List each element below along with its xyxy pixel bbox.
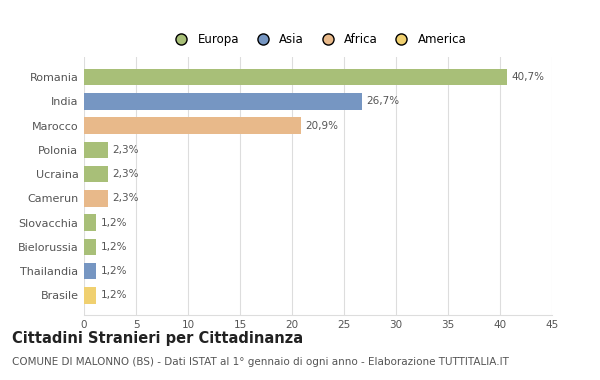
Text: 20,9%: 20,9% <box>305 120 338 131</box>
Text: 1,2%: 1,2% <box>101 218 127 228</box>
Text: Cittadini Stranieri per Cittadinanza: Cittadini Stranieri per Cittadinanza <box>12 331 303 345</box>
Text: 2,3%: 2,3% <box>112 145 139 155</box>
Text: 1,2%: 1,2% <box>101 242 127 252</box>
Bar <box>84 69 507 85</box>
Bar <box>84 117 301 134</box>
Bar <box>84 263 97 279</box>
Text: 1,2%: 1,2% <box>101 290 127 301</box>
Bar <box>84 93 362 109</box>
Bar <box>84 239 97 255</box>
Bar <box>84 166 108 182</box>
Bar <box>84 190 108 207</box>
Text: 26,7%: 26,7% <box>366 96 399 106</box>
Bar <box>84 287 97 304</box>
Text: COMUNE DI MALONNO (BS) - Dati ISTAT al 1° gennaio di ogni anno - Elaborazione TU: COMUNE DI MALONNO (BS) - Dati ISTAT al 1… <box>12 357 509 367</box>
Bar <box>84 141 108 158</box>
Bar <box>84 214 97 231</box>
Legend: Europa, Asia, Africa, America: Europa, Asia, Africa, America <box>169 33 467 46</box>
Text: 2,3%: 2,3% <box>112 193 139 203</box>
Text: 2,3%: 2,3% <box>112 169 139 179</box>
Text: 40,7%: 40,7% <box>511 72 544 82</box>
Text: 1,2%: 1,2% <box>101 266 127 276</box>
